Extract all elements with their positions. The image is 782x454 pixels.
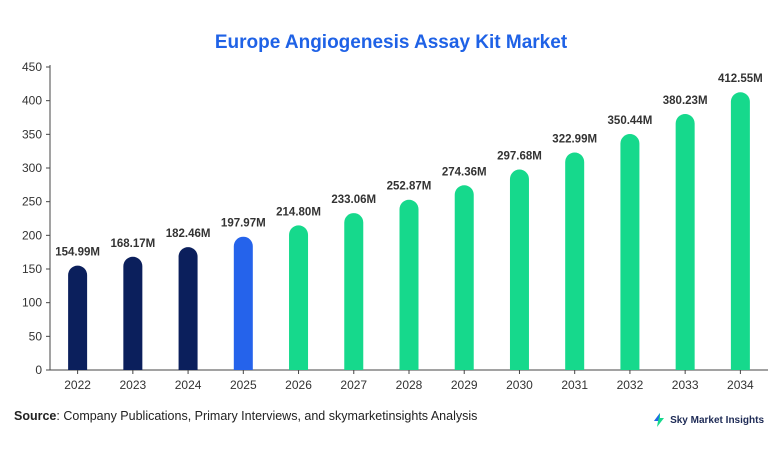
x-tick-label-2022: 2022 [64, 378, 91, 392]
bar-2033 [675, 113, 695, 371]
x-tick-label-2031: 2031 [561, 378, 588, 392]
bar-2026 [289, 225, 309, 370]
x-tick-label-2023: 2023 [119, 378, 146, 392]
bar-2024 [178, 247, 198, 370]
data-label-2026: 214.80M [276, 206, 321, 218]
y-tick-label: 250 [22, 195, 42, 209]
y-tick-label: 450 [22, 60, 42, 74]
bar-2031 [565, 152, 585, 370]
source-label: Source [14, 409, 57, 423]
x-tick-label-2034: 2034 [727, 378, 754, 392]
bar-2028 [399, 199, 419, 370]
bar-2023 [123, 256, 143, 370]
x-tick-label-2025: 2025 [230, 378, 257, 392]
bar-2022 [68, 265, 88, 370]
brand-logo: Sky Market Insights [652, 413, 764, 427]
source-note: Source: Company Publications, Primary In… [14, 409, 477, 423]
bar-2025 [233, 236, 253, 370]
bar-2029 [454, 185, 474, 370]
y-tick-label: 50 [29, 329, 43, 343]
y-axis: 0 50 100 150 200 250 300 350 400 450 [22, 60, 51, 377]
data-label-2029: 274.36M [442, 166, 487, 178]
data-label-2031: 322.99M [552, 134, 597, 146]
data-label-2030: 297.68M [497, 151, 542, 163]
data-label-2027: 233.06M [331, 194, 376, 206]
x-tick-label-2029: 2029 [451, 378, 478, 392]
bar-2030 [509, 169, 529, 370]
x-tick-label-2030: 2030 [506, 378, 533, 392]
data-label-2028: 252.87M [387, 181, 432, 193]
data-label-2022: 154.99M [55, 247, 100, 259]
y-tick-label: 100 [22, 296, 42, 310]
data-label-2032: 350.44M [608, 115, 653, 127]
lightning-bolt-icon [654, 413, 665, 427]
x-tick-label-2032: 2032 [617, 378, 644, 392]
y-tick-label: 300 [22, 161, 42, 175]
data-label-2034: 412.55M [718, 73, 763, 85]
x-axis: 2022 2023 2024 2025 2026 2027 2028 2029 2030 2031… [50, 369, 768, 392]
data-label-2025: 197.97M [221, 218, 266, 230]
x-tick-label-2028: 2028 [396, 378, 423, 392]
x-tick-label-2024: 2024 [175, 378, 202, 392]
brand-name: Sky Market Insights [670, 414, 764, 426]
bar-2032 [620, 134, 640, 370]
bars [68, 92, 750, 371]
bar-2034 [730, 92, 750, 370]
y-tick-label: 150 [22, 262, 42, 276]
bar-2027 [344, 213, 364, 370]
y-tick-label: 0 [35, 363, 42, 377]
data-label-2024: 182.46M [166, 228, 211, 240]
y-tick-label: 350 [22, 127, 42, 141]
x-tick-label-2027: 2027 [340, 378, 367, 392]
x-tick-label-2026: 2026 [285, 378, 312, 392]
y-tick-label: 200 [22, 228, 42, 242]
source-text: : Company Publications, Primary Intervie… [56, 409, 478, 423]
data-label-2023: 168.17M [110, 238, 155, 250]
y-tick-label: 400 [22, 94, 42, 108]
data-labels: 154.99M 168.17M 182.46M 197.97M 214.80M 233.0… [55, 73, 763, 258]
x-tick-label-2033: 2033 [672, 378, 699, 392]
data-label-2033: 380.23M [663, 95, 708, 107]
chart-title: Europe Angiogenesis Assay Kit Market [214, 32, 568, 53]
